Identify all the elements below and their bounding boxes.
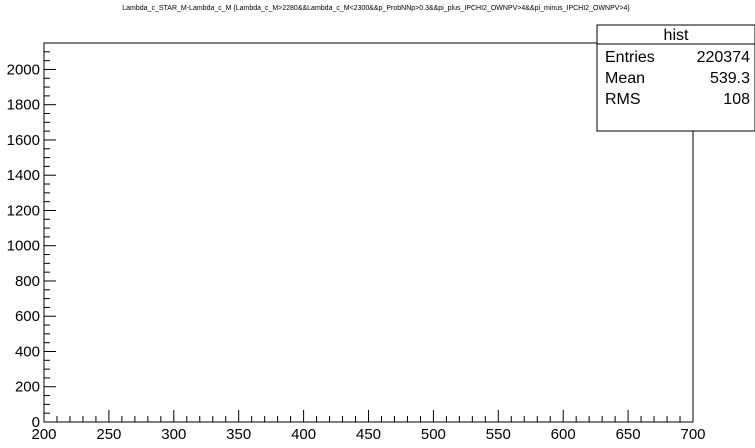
plot-frame — [43, 42, 694, 423]
y-tick-label: 1600 — [7, 132, 40, 149]
x-tick-label: 400 — [291, 426, 316, 443]
stats-value: 539.3 — [710, 70, 750, 87]
y-tick-label: 600 — [15, 308, 40, 325]
x-tick-label: 600 — [551, 426, 576, 443]
axes: 200 250 300 350 400 450 500 550 600 650 7000200400… — [7, 42, 706, 443]
y-tick-label: 2000 — [7, 61, 40, 78]
x-tick-label: 500 — [421, 426, 446, 443]
stats-label: Entries — [605, 49, 655, 66]
chart-title: Lambda_c_STAR_M-Lambda_c_M {Lambda_c_M>2… — [122, 5, 630, 12]
x-tick-label: 200 — [31, 426, 56, 443]
y-tick-label: 1400 — [7, 167, 40, 184]
y-tick-label: 1200 — [7, 202, 40, 219]
stats-box: hist Entries 220374 Mean 539.3 RMS 108 — [596, 24, 755, 132]
stats-label: Mean — [605, 70, 645, 87]
stats-box-frame — [596, 24, 755, 132]
x-tick-label: 350 — [226, 426, 251, 443]
stats-value: 108 — [723, 91, 750, 108]
x-tick-label: 650 — [616, 426, 641, 443]
x-tick-label: 550 — [486, 426, 511, 443]
y-tick-label: 0 — [32, 414, 40, 431]
x-tick-label: 250 — [96, 426, 121, 443]
stats-label: RMS — [605, 91, 641, 108]
x-tick-label: 300 — [161, 426, 186, 443]
x-tick-label: 700 — [680, 426, 705, 443]
y-tick-label: 1800 — [7, 97, 40, 114]
y-tick-label: 200 — [15, 379, 40, 396]
stats-title: hist — [664, 27, 689, 44]
y-tick-label: 800 — [15, 273, 40, 290]
stats-value: 220374 — [697, 49, 750, 66]
x-tick-label: 450 — [356, 426, 381, 443]
y-tick-label: 1000 — [7, 238, 40, 255]
y-tick-label: 400 — [15, 343, 40, 360]
